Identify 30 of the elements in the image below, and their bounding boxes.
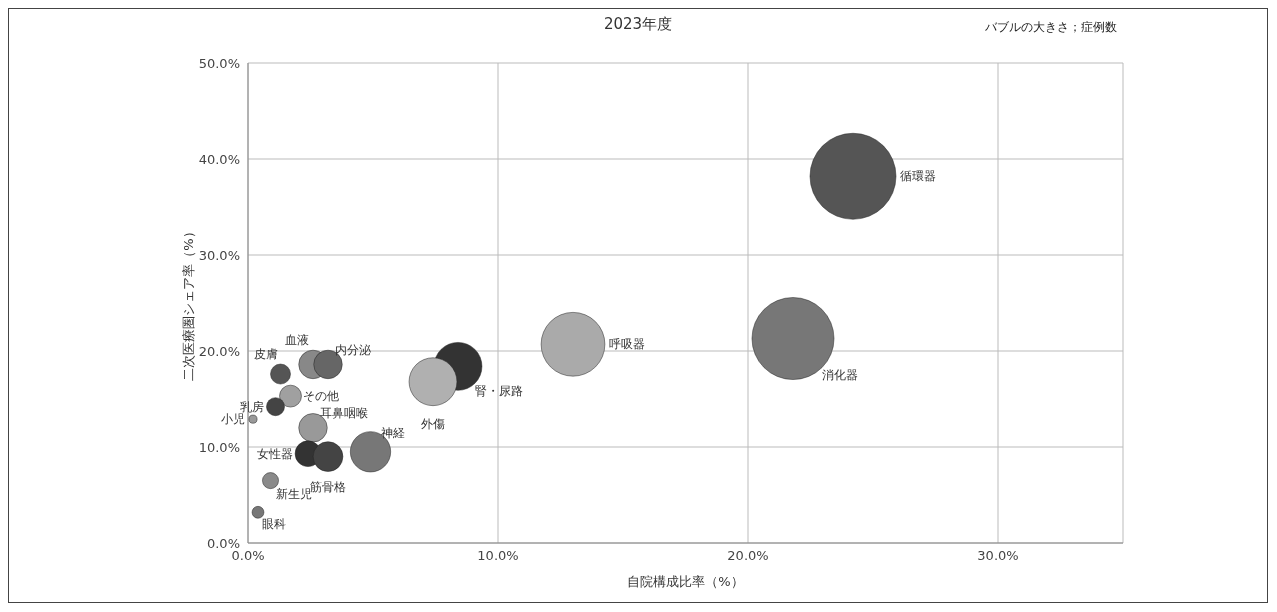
y-tick-label: 40.0% [198,151,240,167]
series-label: 乳房 [240,399,265,414]
series-label: 耳鼻咽喉 [320,406,369,421]
y-tick-label: 30.0% [198,247,240,263]
series-label: 筋骨格 [310,480,346,495]
y-axis-title: 二次医療圏シェア率（%） [180,225,196,381]
series-label: 皮膚 [253,347,278,362]
series-label: 呼吸器 [608,337,645,352]
y-tick-label: 20.0% [198,343,240,359]
x-tick-label: 10.0% [477,548,519,564]
y-tick-label: 50.0% [198,55,240,71]
chart-title: 2023年度 [603,15,673,33]
series-label: 消化器 [821,368,858,383]
series-label: 小児 [220,412,245,427]
series-label: 循環器 [900,169,936,184]
x-axis-title: 自院構成比率（%） [627,574,744,589]
text: バブルの大きさ；症例数 [985,19,1117,36]
series-label: 女性器 [257,446,294,461]
x-tick-label: 20.0% [727,548,769,564]
series-label: その他 [303,389,340,404]
series-label: 眼科 [262,517,287,532]
series-label: 血液 [284,333,309,348]
series-label: 神経 [380,425,405,440]
series-label: 腎・尿路 [474,384,523,399]
y-tick-label: 0.0% [206,535,240,551]
series-label: 内分泌 [335,342,372,357]
series-label: 外傷 [421,416,445,431]
x-tick-label: 0.0% [231,548,265,564]
y-tick-label: 10.0% [198,439,240,455]
x-tick-label: 30.0% [977,548,1019,564]
